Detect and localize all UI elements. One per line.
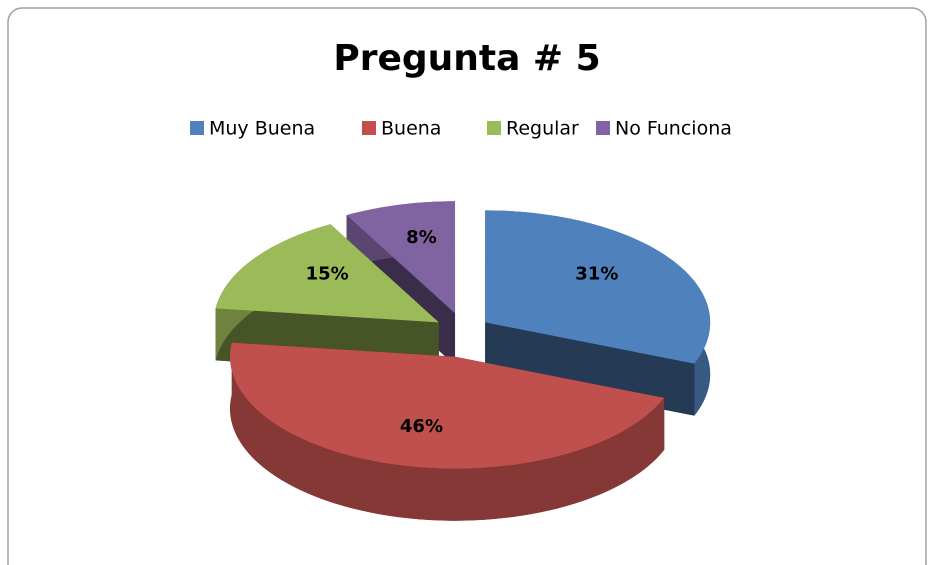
pie-slice: 46% [230, 342, 665, 521]
data-label: 31% [575, 264, 618, 285]
data-label: 46% [400, 416, 443, 437]
slice-outer-wall [230, 342, 665, 521]
legend-swatch [190, 121, 204, 135]
slice-top [215, 224, 439, 323]
slice-radial-wall [485, 322, 695, 416]
slice-top [346, 201, 456, 314]
legend-swatch [362, 121, 376, 135]
chart-title: Pregunta # 5 [333, 38, 600, 79]
legend-swatch [487, 121, 501, 135]
legend-label: Regular [506, 118, 579, 140]
legend-label: Buena [381, 118, 441, 140]
data-label: 8% [406, 227, 437, 248]
pie-slice: 15% [215, 224, 439, 375]
data-label: 15% [306, 264, 349, 285]
legend-label: No Funciona [615, 118, 732, 140]
pie-slice: 31% [485, 210, 711, 416]
legend-label: Muy Buena [209, 118, 315, 140]
slice-top [230, 342, 665, 469]
slice-top [485, 210, 711, 364]
legend-swatch [596, 121, 610, 135]
